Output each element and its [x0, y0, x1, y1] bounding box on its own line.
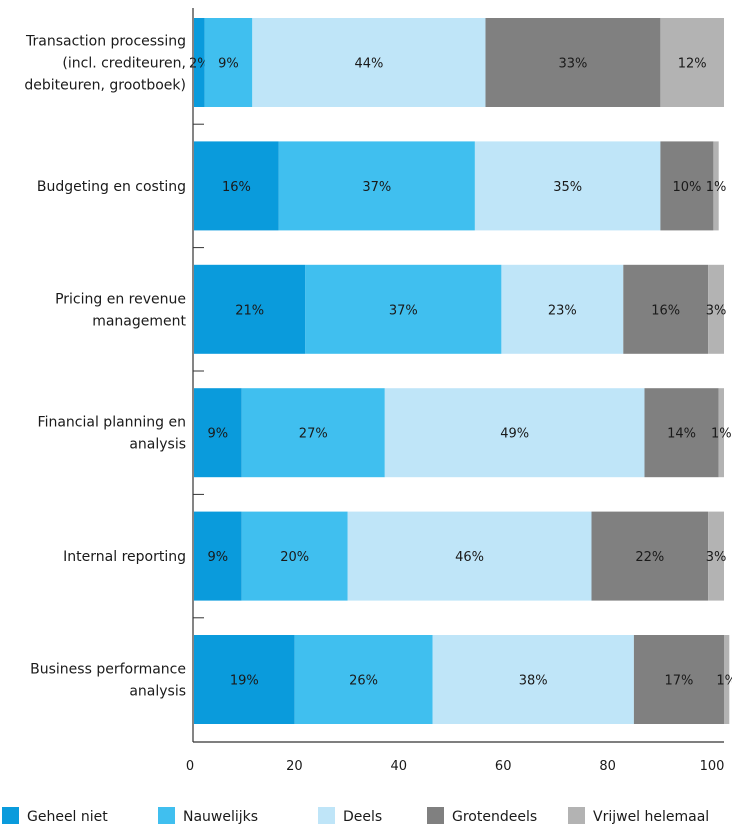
data-label: 1%: [716, 674, 732, 689]
legend-swatch: [2, 807, 19, 824]
category-label: Transaction processing (incl. crediteuren…: [24, 34, 186, 94]
legend-swatch: [427, 807, 444, 824]
bar-segment: [194, 264, 306, 354]
bar-segment: [294, 635, 433, 724]
data-label: 12%: [678, 57, 707, 72]
data-label: 27%: [299, 427, 328, 442]
bar-segment: [384, 388, 645, 478]
bar-segment: [708, 511, 724, 601]
bar-segment: [241, 388, 385, 478]
bar-segment: [204, 18, 253, 107]
legend-label: Nauwelijks: [183, 809, 258, 825]
data-label: 49%: [500, 427, 529, 442]
data-label: 33%: [558, 57, 587, 72]
legend-label: Geheel niet: [27, 809, 108, 825]
bars-group: 2% 9% 44% 33% 12% 16% 37% 35% 10% 1% 21% 37% 23% 16% 3…: [189, 18, 732, 724]
data-label: 9%: [218, 57, 239, 72]
data-label: 19%: [230, 674, 259, 689]
x-tick-label: 80: [599, 759, 616, 774]
legend-swatch: [318, 807, 335, 824]
legend-label: Deels: [343, 809, 382, 825]
data-label: 17%: [664, 674, 693, 689]
legend-swatch: [568, 807, 585, 824]
data-label: 38%: [519, 674, 548, 689]
bar-segment: [633, 635, 724, 724]
x-tick-label: 0: [186, 759, 194, 774]
data-label: 3%: [706, 303, 727, 318]
data-label: 3%: [706, 550, 727, 565]
category-label: Budgeting en costing: [37, 179, 186, 195]
data-label: 37%: [389, 303, 418, 318]
bar-segment: [713, 141, 719, 231]
bar-segment: [724, 635, 730, 724]
bar-segment: [501, 264, 624, 354]
data-label: 26%: [349, 674, 378, 689]
x-tick-label: 40: [391, 759, 408, 774]
data-label: 22%: [635, 550, 664, 565]
category-labels: Transaction processing (incl. crediteuren…: [24, 34, 186, 700]
data-label: 2%: [189, 57, 210, 72]
data-label: 35%: [553, 180, 582, 195]
data-label: 9%: [208, 550, 229, 565]
legend-label: Vrijwel helemaal: [593, 809, 709, 825]
bar-segment: [623, 264, 709, 354]
data-label: 46%: [455, 550, 484, 565]
category-label: Financial planning en analysis: [38, 415, 186, 453]
data-label: 16%: [651, 303, 680, 318]
data-label: 44%: [354, 57, 383, 72]
bar-segment: [194, 388, 242, 478]
bar-segment: [474, 141, 661, 231]
data-label: 10%: [672, 180, 701, 195]
x-tick-label: 60: [495, 759, 512, 774]
bar-segment: [194, 141, 279, 231]
bar-segment: [194, 18, 205, 107]
x-tick-label: 20: [286, 759, 303, 774]
data-label: 1%: [706, 180, 727, 195]
data-label: 37%: [362, 180, 391, 195]
legend-swatch: [158, 807, 175, 824]
bar-segment: [708, 264, 724, 354]
data-label: 1%: [711, 427, 732, 442]
data-label: 9%: [208, 427, 229, 442]
category-label: Pricing en revenue management: [55, 291, 186, 329]
bar-segment: [485, 18, 661, 107]
bar-segment: [591, 511, 709, 601]
bar-segment: [660, 18, 724, 107]
bar-segment: [241, 511, 348, 601]
bar-segment: [660, 141, 714, 231]
bar-segment: [644, 388, 719, 478]
data-label: 14%: [667, 427, 696, 442]
bar-segment: [278, 141, 475, 231]
bar-segment: [194, 635, 295, 724]
bar-segment: [194, 511, 242, 601]
bar-segment: [432, 635, 634, 724]
legend-label: Grotendeels: [452, 809, 537, 825]
category-label: Business performance analysis: [30, 662, 186, 700]
x-axis: 0 20 40 60 80 100: [186, 8, 725, 774]
bar-segment: [305, 264, 502, 354]
data-label: 21%: [235, 303, 264, 318]
bar-segment: [718, 388, 724, 478]
legend: Geheel niet Nauwelijks Deels Grotendeels Vri…: [2, 807, 709, 825]
bar-segment: [252, 18, 486, 107]
data-label: 20%: [280, 550, 309, 565]
data-label: 23%: [548, 303, 577, 318]
data-label: 16%: [222, 180, 251, 195]
bar-segment: [347, 511, 592, 601]
category-label: Internal reporting: [63, 549, 186, 565]
x-tick-label: 100: [700, 759, 725, 774]
